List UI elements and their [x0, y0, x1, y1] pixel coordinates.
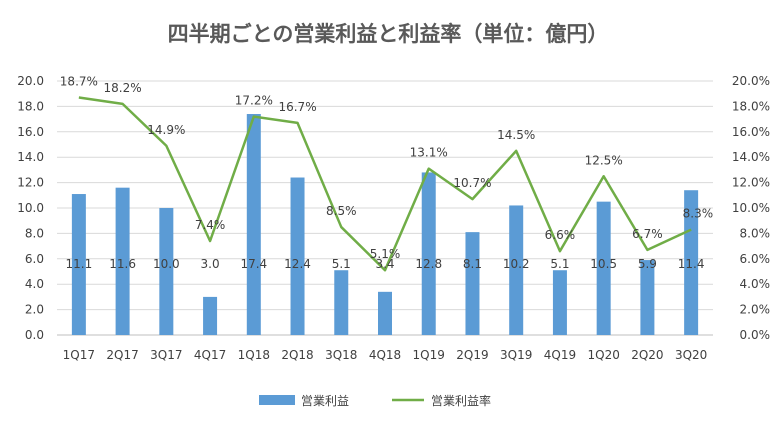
bar-data-label: 8.1 [463, 257, 482, 271]
bar-data-label: 10.2 [503, 257, 530, 271]
x-tick-label: 2Q17 [106, 348, 138, 362]
y-left-tick-label: 8.0 [25, 226, 44, 240]
line-data-label: 8.5% [326, 204, 357, 218]
bar [247, 114, 261, 335]
y-left-tick-label: 14.0 [17, 150, 44, 164]
bar-data-label: 10.5 [590, 257, 617, 271]
line-data-label: 8.3% [683, 207, 714, 221]
x-tick-label: 1Q17 [63, 348, 95, 362]
bar-data-label: 11.1 [66, 257, 93, 271]
y-left-tick-label: 16.0 [17, 125, 44, 139]
bar [203, 297, 217, 335]
line-data-label: 7.4% [195, 218, 226, 232]
y-right-tick-label: 4.0% [740, 277, 771, 291]
x-tick-label: 4Q17 [194, 348, 226, 362]
x-tick-label: 1Q19 [413, 348, 445, 362]
x-tick-label: 1Q20 [587, 348, 619, 362]
bar [465, 232, 479, 335]
bar-data-label: 11.4 [678, 257, 705, 271]
line-data-label: 13.1% [410, 146, 448, 160]
y-right-tick-label: 12.0% [732, 176, 770, 190]
y-right-tick-label: 10.0% [732, 201, 770, 215]
bar [159, 208, 173, 335]
y-left-tick-label: 12.0 [17, 176, 44, 190]
x-tick-label: 3Q19 [500, 348, 532, 362]
y-right-tick-label: 20.0% [732, 74, 770, 88]
y-left-tick-label: 20.0 [17, 74, 44, 88]
line-data-label: 5.1% [370, 247, 401, 261]
bar-data-label: 5.1 [550, 257, 569, 271]
right-axis: 0.0% 2.0% 4.0% 6.0% 8.0% 10.0% 12.0% 14.0% 16.0%… [732, 74, 770, 342]
line-data-label: 17.2% [235, 94, 273, 108]
x-tick-label: 2Q18 [281, 348, 313, 362]
bar-data-label: 12.4 [284, 257, 311, 271]
y-left-tick-label: 2.0 [25, 303, 44, 317]
legend-bar-swatch [259, 395, 295, 405]
y-left-tick-label: 4.0 [25, 277, 44, 291]
y-right-tick-label: 14.0% [732, 150, 770, 164]
y-right-tick-label: 18.0% [732, 99, 770, 113]
bar [378, 292, 392, 335]
left-axis: 0.0 2.0 4.0 6.0 8.0 10.0 12.0 14.0 16.0 18.0 20.0 [17, 74, 44, 342]
x-tick-label: 3Q20 [675, 348, 707, 362]
y-right-tick-label: 0.0% [740, 328, 771, 342]
y-right-tick-label: 2.0% [740, 303, 771, 317]
bar [334, 270, 348, 335]
x-tick-label: 1Q18 [238, 348, 270, 362]
bar-data-label: 12.8 [415, 257, 442, 271]
y-left-tick-label: 0.0 [25, 328, 44, 342]
chart-title: 四半期ごとの営業利益と利益率（単位：億円） [168, 22, 609, 46]
line-data-label: 18.2% [104, 81, 142, 95]
legend-line-label: 営業利益率 [431, 393, 491, 408]
bar-data-label: 10.0 [153, 257, 180, 271]
y-left-tick-label: 18.0 [17, 99, 44, 113]
bar-data-label: 17.4 [240, 257, 267, 271]
y-right-tick-label: 6.0% [740, 252, 771, 266]
line-data-label: 16.7% [278, 100, 316, 114]
bar [640, 260, 654, 335]
bar-data-label: 5.1 [332, 257, 351, 271]
x-tick-label: 4Q19 [544, 348, 576, 362]
line-data-label: 6.6% [545, 228, 576, 242]
x-axis: 1Q17 2Q17 3Q17 4Q17 1Q18 2Q18 3Q18 4Q18 1Q19 2Q19… [63, 348, 708, 362]
legend: 営業利益 営業利益率 [259, 393, 491, 408]
line-data-label: 12.5% [585, 153, 623, 167]
line-data-label: 10.7% [453, 176, 491, 190]
line-data-label: 14.5% [497, 128, 535, 142]
x-tick-label: 2Q19 [456, 348, 488, 362]
bar-data-label: 5.9 [638, 257, 657, 271]
x-tick-label: 3Q17 [150, 348, 182, 362]
bar-data-label: 11.6 [109, 257, 136, 271]
y-left-tick-label: 10.0 [17, 201, 44, 215]
line-data-label: 18.7% [60, 75, 98, 89]
y-right-tick-label: 8.0% [740, 226, 771, 240]
bar-data-label: 3.0 [201, 257, 220, 271]
bar [422, 172, 436, 335]
y-left-tick-label: 6.0 [25, 252, 44, 266]
x-tick-label: 4Q18 [369, 348, 401, 362]
line-data-label: 6.7% [632, 227, 663, 241]
x-tick-label: 3Q18 [325, 348, 357, 362]
legend-bar-label: 営業利益 [301, 394, 349, 408]
y-right-tick-label: 16.0% [732, 125, 770, 139]
bar [553, 270, 567, 335]
x-tick-label: 2Q20 [631, 348, 663, 362]
line-data-label: 14.9% [147, 123, 185, 137]
